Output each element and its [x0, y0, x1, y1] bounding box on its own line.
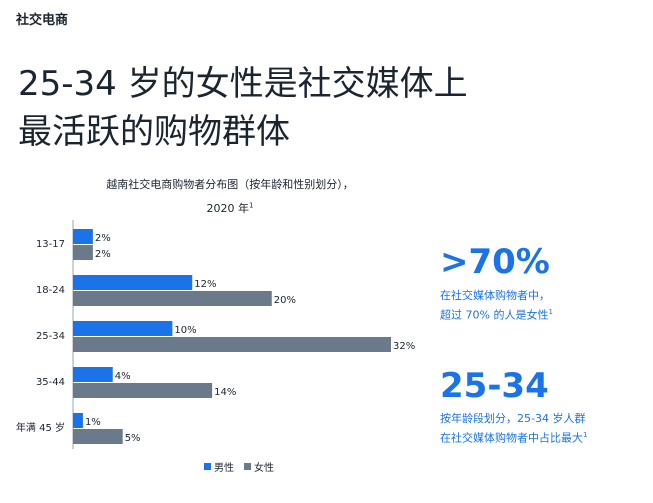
bar-male [73, 275, 193, 290]
section-label: 社交电商 [16, 13, 69, 28]
bar-chart: 13-17 2% 2% 18-24 12% 20% 25-34 10% 32% 35-44 4% 14… [16, 220, 415, 449]
stat-value-top-age: 25-34 [440, 366, 549, 406]
category-label: 年满 45 岁 [16, 421, 65, 434]
data-label: 12% [194, 279, 216, 290]
legend-swatch-male [204, 463, 211, 470]
bar-female [73, 337, 391, 352]
legend-swatch-female [244, 463, 251, 470]
data-label: 2% [95, 233, 111, 244]
data-label: 1% [85, 417, 101, 428]
bar-female [73, 383, 213, 398]
bar-female [73, 429, 123, 444]
data-label: 14% [214, 387, 236, 398]
stat-footnote-2: 1 [583, 431, 588, 439]
headline-line-2: 最活跃的购物群体 [18, 112, 290, 152]
stat-desc-female-share-line-2: 超过 70% 的人是女性 [440, 308, 549, 322]
category-label: 35-44 [36, 377, 65, 388]
stat-value-female-share: >70% [440, 242, 550, 282]
bar-female [73, 291, 272, 306]
category-label: 13-17 [36, 239, 65, 250]
data-label: 4% [115, 371, 131, 382]
category-label: 18-24 [36, 285, 65, 296]
headline: 25-34 岁的女性是社交媒体上 最活跃的购物群体 [18, 60, 468, 156]
data-label: 10% [174, 325, 196, 336]
stat-desc-top-age-line-2: 在社交媒体购物者中占比最大 [440, 431, 583, 445]
legend-label-male: 男性 [214, 463, 234, 474]
category-label: 25-34 [36, 331, 65, 342]
legend-item-male: 男性 [204, 459, 234, 474]
chart-footnote: 1 [249, 201, 254, 210]
stat-footnote-1: 1 [548, 308, 553, 316]
bar-male [73, 367, 113, 382]
chart-subtitle: 2020 年1 [70, 200, 390, 216]
chart-title: 越南社交电商购物者分布图（按年龄和性别划分）， [106, 178, 354, 191]
bar-male [73, 413, 83, 428]
stat-desc-female-share-line-1: 在社交媒体购物者中， [440, 289, 550, 302]
chart-legend: 男性 女性 [204, 459, 280, 474]
stat-desc-top-age: 按年龄段划分，25-34 岁人群 在社交媒体购物者中占比最大1 [440, 411, 587, 447]
data-label: 20% [274, 295, 296, 306]
data-label: 5% [125, 433, 141, 444]
chart-year: 2020 年 [206, 202, 250, 215]
legend-item-female: 女性 [244, 459, 274, 474]
bar-male [73, 229, 93, 244]
bar-female [73, 245, 93, 260]
stat-desc-female-share: 在社交媒体购物者中， 超过 70% 的人是女性1 [440, 288, 553, 324]
stat-desc-top-age-line-1: 按年龄段划分，25-34 岁人群 [440, 412, 586, 425]
legend-label-female: 女性 [254, 463, 274, 474]
bar-male [73, 321, 173, 336]
data-label: 32% [393, 341, 415, 352]
data-label: 2% [95, 249, 111, 260]
headline-line-1: 25-34 岁的女性是社交媒体上 [18, 64, 468, 104]
